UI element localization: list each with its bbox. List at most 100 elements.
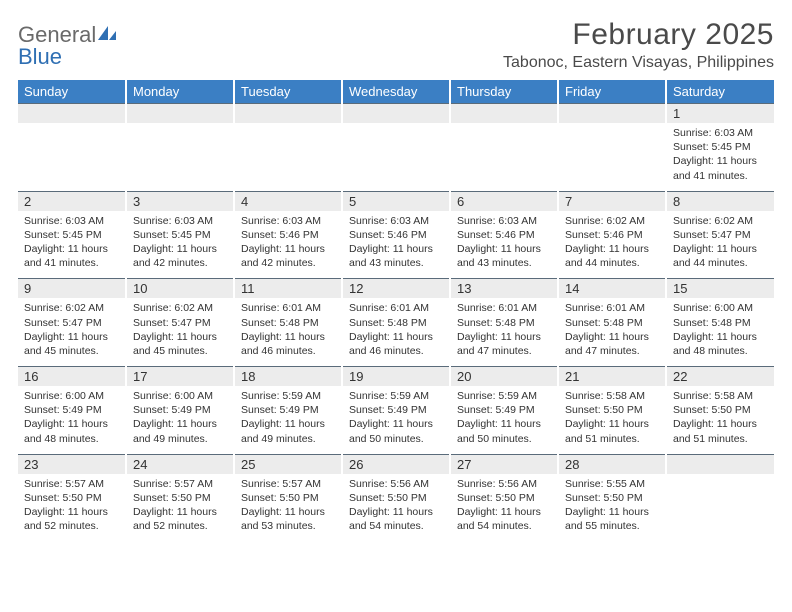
date-body-cell: Sunrise: 6:03 AMSunset: 5:46 PMDaylight:… — [234, 211, 342, 279]
date-body-cell: Sunrise: 5:57 AMSunset: 5:50 PMDaylight:… — [126, 474, 234, 542]
day-header: Saturday — [666, 80, 774, 104]
date-number-cell: 14 — [558, 279, 666, 299]
sunrise-text: Sunrise: 5:57 AM — [133, 477, 227, 491]
sunrise-text: Sunrise: 6:03 AM — [24, 214, 119, 228]
date-body-cell: Sunrise: 6:00 AMSunset: 5:49 PMDaylight:… — [126, 386, 234, 454]
daylight-text: Daylight: 11 hours and 48 minutes. — [24, 417, 119, 445]
date-number-cell: 1 — [666, 104, 774, 124]
sunset-text: Sunset: 5:46 PM — [349, 228, 443, 242]
date-number-cell — [342, 104, 450, 124]
daylight-text: Daylight: 11 hours and 42 minutes. — [133, 242, 227, 270]
brand-logo: General Blue — [18, 24, 118, 68]
date-body-cell: Sunrise: 6:01 AMSunset: 5:48 PMDaylight:… — [342, 298, 450, 366]
sunset-text: Sunset: 5:50 PM — [241, 491, 335, 505]
day-header: Friday — [558, 80, 666, 104]
day-header: Tuesday — [234, 80, 342, 104]
sunset-text: Sunset: 5:47 PM — [673, 228, 768, 242]
daylight-text: Daylight: 11 hours and 41 minutes. — [24, 242, 119, 270]
date-body-cell — [126, 123, 234, 191]
date-number-cell: 3 — [126, 191, 234, 211]
daylight-text: Daylight: 11 hours and 52 minutes. — [133, 505, 227, 533]
date-number-cell: 18 — [234, 367, 342, 387]
daylight-text: Daylight: 11 hours and 54 minutes. — [457, 505, 551, 533]
date-number-row: 16171819202122 — [18, 367, 774, 387]
date-body-cell — [234, 123, 342, 191]
date-body-cell: Sunrise: 6:02 AMSunset: 5:47 PMDaylight:… — [666, 211, 774, 279]
sunrise-text: Sunrise: 6:03 AM — [349, 214, 443, 228]
daylight-text: Daylight: 11 hours and 47 minutes. — [457, 330, 551, 358]
sunset-text: Sunset: 5:48 PM — [241, 316, 335, 330]
date-body-cell: Sunrise: 5:56 AMSunset: 5:50 PMDaylight:… — [450, 474, 558, 542]
sunrise-text: Sunrise: 6:00 AM — [133, 389, 227, 403]
sunrise-text: Sunrise: 5:58 AM — [565, 389, 659, 403]
date-body-cell: Sunrise: 6:00 AMSunset: 5:49 PMDaylight:… — [18, 386, 126, 454]
date-body-cell: Sunrise: 6:01 AMSunset: 5:48 PMDaylight:… — [558, 298, 666, 366]
location-text: Tabonoc, Eastern Visayas, Philippines — [503, 54, 774, 72]
date-number-cell: 10 — [126, 279, 234, 299]
sunset-text: Sunset: 5:50 PM — [673, 403, 768, 417]
date-number-cell: 25 — [234, 454, 342, 474]
date-body-cell — [342, 123, 450, 191]
date-number-cell: 22 — [666, 367, 774, 387]
daylight-text: Daylight: 11 hours and 45 minutes. — [133, 330, 227, 358]
title-block: February 2025 Tabonoc, Eastern Visayas, … — [503, 18, 774, 72]
date-body-row: Sunrise: 6:03 AMSunset: 5:45 PMDaylight:… — [18, 123, 774, 191]
date-number-cell: 9 — [18, 279, 126, 299]
sunrise-text: Sunrise: 6:02 AM — [565, 214, 659, 228]
brand-text: General Blue — [18, 24, 118, 68]
day-header: Sunday — [18, 80, 126, 104]
sunset-text: Sunset: 5:50 PM — [565, 403, 659, 417]
date-body-row: Sunrise: 5:57 AMSunset: 5:50 PMDaylight:… — [18, 474, 774, 542]
date-body-cell — [666, 474, 774, 542]
date-number-row: 232425262728 — [18, 454, 774, 474]
date-body-cell: Sunrise: 6:02 AMSunset: 5:47 PMDaylight:… — [126, 298, 234, 366]
date-body-cell: Sunrise: 5:56 AMSunset: 5:50 PMDaylight:… — [342, 474, 450, 542]
calendar-body: 1Sunrise: 6:03 AMSunset: 5:45 PMDaylight… — [18, 104, 774, 542]
sunrise-text: Sunrise: 6:01 AM — [457, 301, 551, 315]
sunset-text: Sunset: 5:47 PM — [133, 316, 227, 330]
date-body-cell: Sunrise: 5:57 AMSunset: 5:50 PMDaylight:… — [18, 474, 126, 542]
sunset-text: Sunset: 5:48 PM — [673, 316, 768, 330]
daylight-text: Daylight: 11 hours and 44 minutes. — [565, 242, 659, 270]
date-body-cell: Sunrise: 6:02 AMSunset: 5:46 PMDaylight:… — [558, 211, 666, 279]
daylight-text: Daylight: 11 hours and 48 minutes. — [673, 330, 768, 358]
sunset-text: Sunset: 5:48 PM — [349, 316, 443, 330]
sunrise-text: Sunrise: 6:03 AM — [673, 126, 768, 140]
sunset-text: Sunset: 5:48 PM — [457, 316, 551, 330]
sunrise-text: Sunrise: 6:02 AM — [133, 301, 227, 315]
date-number-cell: 2 — [18, 191, 126, 211]
date-body-cell: Sunrise: 5:59 AMSunset: 5:49 PMDaylight:… — [450, 386, 558, 454]
date-body-cell: Sunrise: 5:57 AMSunset: 5:50 PMDaylight:… — [234, 474, 342, 542]
sunrise-text: Sunrise: 5:57 AM — [24, 477, 119, 491]
date-body-cell: Sunrise: 6:03 AMSunset: 5:45 PMDaylight:… — [126, 211, 234, 279]
sunset-text: Sunset: 5:50 PM — [24, 491, 119, 505]
sunrise-text: Sunrise: 6:00 AM — [24, 389, 119, 403]
daylight-text: Daylight: 11 hours and 42 minutes. — [241, 242, 335, 270]
sunset-text: Sunset: 5:48 PM — [565, 316, 659, 330]
sunset-text: Sunset: 5:45 PM — [24, 228, 119, 242]
date-number-cell: 27 — [450, 454, 558, 474]
daylight-text: Daylight: 11 hours and 47 minutes. — [565, 330, 659, 358]
date-number-cell — [558, 104, 666, 124]
date-body-cell: Sunrise: 6:03 AMSunset: 5:45 PMDaylight:… — [18, 211, 126, 279]
date-number-cell: 28 — [558, 454, 666, 474]
date-body-cell: Sunrise: 5:58 AMSunset: 5:50 PMDaylight:… — [666, 386, 774, 454]
day-header-row: Sunday Monday Tuesday Wednesday Thursday… — [18, 80, 774, 104]
date-number-cell: 13 — [450, 279, 558, 299]
date-body-cell: Sunrise: 6:03 AMSunset: 5:45 PMDaylight:… — [666, 123, 774, 191]
date-number-cell: 20 — [450, 367, 558, 387]
sunrise-text: Sunrise: 5:56 AM — [349, 477, 443, 491]
date-body-cell: Sunrise: 5:58 AMSunset: 5:50 PMDaylight:… — [558, 386, 666, 454]
date-body-cell: Sunrise: 6:01 AMSunset: 5:48 PMDaylight:… — [234, 298, 342, 366]
sunset-text: Sunset: 5:50 PM — [565, 491, 659, 505]
date-number-cell: 4 — [234, 191, 342, 211]
date-number-cell: 26 — [342, 454, 450, 474]
daylight-text: Daylight: 11 hours and 53 minutes. — [241, 505, 335, 533]
sunset-text: Sunset: 5:49 PM — [457, 403, 551, 417]
date-number-cell: 5 — [342, 191, 450, 211]
date-body-cell — [450, 123, 558, 191]
sunrise-text: Sunrise: 6:02 AM — [24, 301, 119, 315]
sunrise-text: Sunrise: 6:01 AM — [241, 301, 335, 315]
calendar-table: Sunday Monday Tuesday Wednesday Thursday… — [18, 80, 774, 541]
daylight-text: Daylight: 11 hours and 45 minutes. — [24, 330, 119, 358]
